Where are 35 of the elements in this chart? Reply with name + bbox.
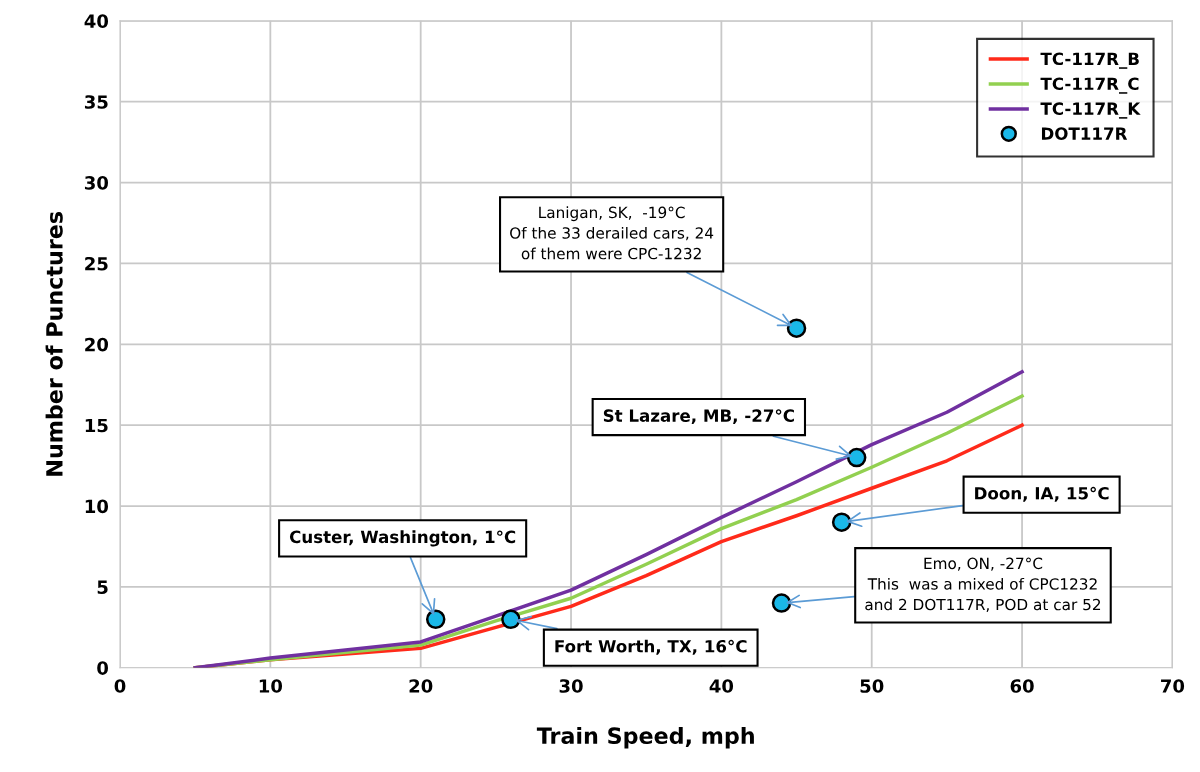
y-tick-label: 35 (84, 95, 108, 109)
x-tick-label: 60 (1010, 679, 1034, 693)
x-tick-label: 40 (709, 679, 734, 693)
legend-label: TC-117R_C (1040, 77, 1139, 94)
x-axis-title: Train Speed, mph (536, 726, 754, 749)
y-tick-label: 40 (84, 14, 109, 28)
legend-label: TC-117R_K (1040, 102, 1141, 119)
annotation: Doon, IA, 15°C (975, 486, 1109, 502)
legend-label: DOT117R (1041, 127, 1128, 140)
x-tick-label: 20 (409, 679, 433, 693)
y-tick-label: 5 (97, 580, 108, 595)
point (831, 512, 852, 532)
x-tick-label: 10 (259, 679, 283, 693)
y-tick-label: 15 (85, 418, 108, 433)
x-tick-label: 70 (1161, 679, 1185, 693)
annotation: St Lazare, MB, -27°C (603, 409, 794, 425)
y-tick-label: 20 (85, 337, 109, 352)
y-tick-label: 30 (84, 176, 109, 190)
point (786, 318, 807, 338)
x-tick-label: 50 (860, 679, 884, 693)
x-tick-label: 30 (559, 679, 583, 693)
point (846, 447, 867, 468)
annotation: Fort Worth, TX, 16°C (555, 639, 747, 655)
point (771, 593, 792, 613)
y-axis-title: Number of Punctures (45, 212, 63, 476)
annotation: Custer, Washington, 1°C (289, 530, 516, 547)
y-tick-label: 0 (97, 661, 109, 675)
x-tick-label: 0 (114, 679, 126, 693)
point (501, 609, 521, 630)
legend-label: TC-117R_B (1040, 52, 1139, 69)
y-tick-label: 25 (85, 256, 108, 271)
point (425, 609, 446, 630)
y-tick-label: 10 (85, 499, 109, 514)
annotation: Emo, ON, -27°C This was a mixed of CPC1232 and 2 DOT117R, POD at car 52 (865, 557, 1101, 612)
annotation: Lanigan, SK, -19°C Of the 33 derailed cars, 24 of them were CPC-1232 (510, 206, 714, 260)
